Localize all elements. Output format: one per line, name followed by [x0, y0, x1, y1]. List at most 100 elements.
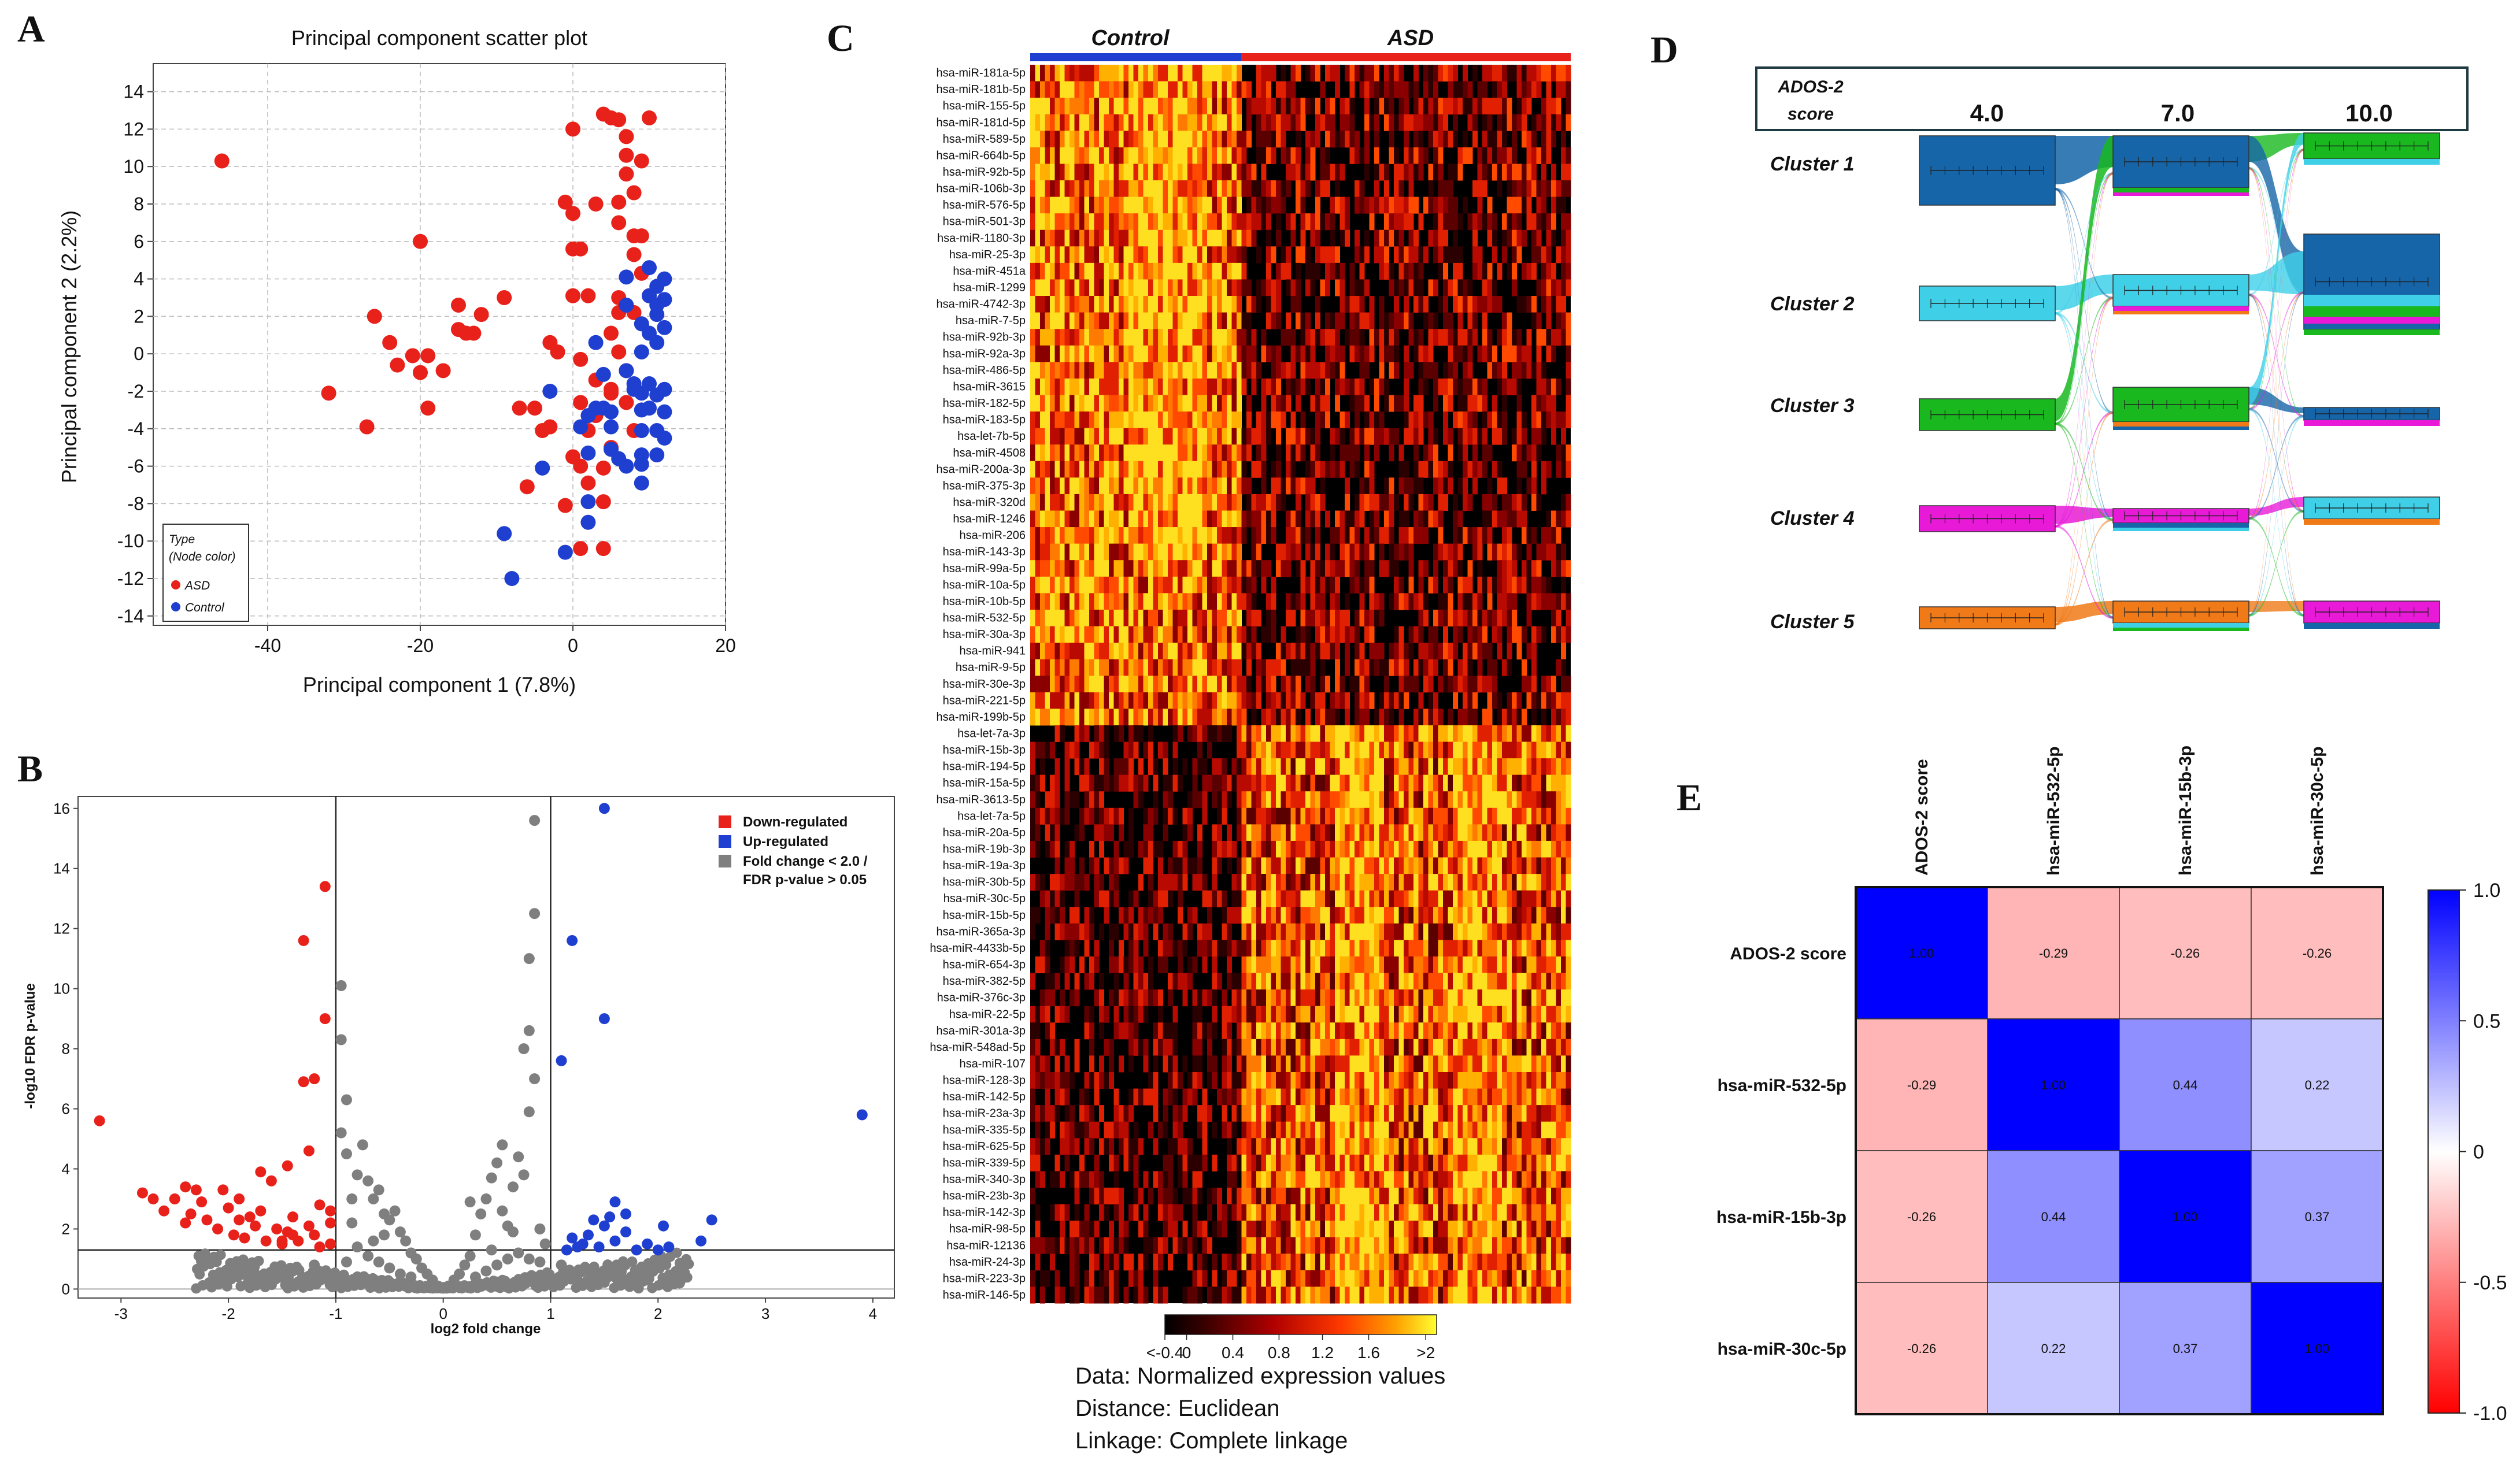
heatmap-cell: [1133, 510, 1139, 528]
heatmap-cell: [1467, 807, 1473, 825]
heatmap-cell: [1227, 444, 1232, 462]
heatmap-cell: [1487, 329, 1493, 346]
heatmap-cell: [1079, 279, 1085, 296]
heatmap-cell: [1172, 725, 1178, 743]
heatmap-cell: [1428, 461, 1434, 478]
heatmap-cell: [1374, 164, 1379, 181]
heatmap-cell: [1079, 807, 1085, 825]
heatmap-cell: [1040, 98, 1045, 115]
heatmap-cell: [1054, 676, 1060, 693]
heatmap-cell: [1286, 543, 1291, 561]
heatmap-cell: [1187, 131, 1193, 148]
heatmap-cell: [1310, 543, 1316, 561]
heatmap-cell: [1443, 774, 1448, 792]
heatmap-cell: [1310, 395, 1316, 412]
asd-point: [611, 344, 627, 359]
heatmap-cell: [1222, 147, 1227, 164]
heatmap-cell: [1148, 196, 1153, 214]
asd-point: [382, 335, 398, 350]
heatmap-cell: [1423, 609, 1429, 626]
heatmap-cell: [1541, 576, 1546, 594]
heatmap-cell: [1109, 824, 1114, 841]
heatmap-cell: [1070, 791, 1075, 809]
heatmap-cell: [1104, 329, 1109, 346]
heatmap-cell: [1389, 428, 1394, 445]
heatmap-cell: [1143, 444, 1149, 462]
heatmap-cell: [1281, 725, 1286, 743]
heatmap-cell: [1178, 576, 1183, 594]
heatmap-cell: [1566, 510, 1571, 528]
heatmap-cell: [1241, 725, 1247, 743]
heatmap-cell: [1163, 791, 1168, 809]
heatmap-cell: [1123, 180, 1129, 198]
heatmap-cell: [1369, 477, 1375, 495]
heatmap-cell: [1050, 229, 1055, 247]
heatmap-cell: [1231, 279, 1237, 296]
heatmap-cell: [1094, 444, 1100, 462]
heatmap-cell: [1153, 428, 1159, 445]
heatmap-cell: [1172, 114, 1178, 131]
heatmap-cell: [1256, 81, 1261, 98]
heatmap-cell: [1099, 709, 1104, 726]
heatmap-cell: [1113, 131, 1119, 148]
heatmap-cell: [1428, 659, 1434, 676]
heatmap-cell: [1379, 791, 1385, 809]
heatmap-cell: [1433, 774, 1438, 792]
heatmap-cell: [1345, 807, 1350, 825]
heatmap-cell: [1325, 791, 1330, 809]
heatmap-cell: [1054, 461, 1060, 478]
heatmap-cell: [1074, 98, 1080, 115]
heatmap-cell: [1054, 609, 1060, 626]
heatmap-cell: [1202, 510, 1208, 528]
heatmap-cell: [1507, 709, 1512, 726]
heatmap-cell: [1207, 428, 1212, 445]
heatmap-cell: [1251, 229, 1257, 247]
heatmap-cell: [1168, 609, 1173, 626]
control-point: [619, 458, 634, 474]
heatmap-cell: [1516, 741, 1522, 759]
heatmap-cell: [1433, 246, 1438, 264]
heatmap-cell: [1448, 709, 1453, 726]
heatmap-cell: [1477, 180, 1483, 198]
heatmap-cell: [1413, 758, 1419, 776]
heatmap-cell: [1187, 362, 1193, 379]
heatmap-cell: [1212, 444, 1218, 462]
heatmap-cell: [1212, 609, 1218, 626]
down-point: [212, 1223, 224, 1234]
heatmap-cell: [1482, 98, 1487, 115]
heatmap-cell: [1212, 114, 1218, 131]
heatmap-cell: [1231, 527, 1237, 544]
heatmap-cell: [1305, 643, 1311, 660]
legend-label-asd: ASD: [184, 579, 210, 592]
up-point: [695, 1235, 707, 1247]
heatmap-cell: [1045, 81, 1050, 98]
heatmap-cell: [1168, 659, 1173, 676]
y-axis-label-b: -log10 FDR p-value: [23, 983, 38, 1108]
heatmap-cell: [1246, 494, 1252, 511]
heatmap-cell: [1398, 229, 1404, 247]
heatmap-cell: [1138, 131, 1144, 148]
heatmap-cell: [1408, 428, 1414, 445]
heatmap-cell: [1384, 81, 1389, 98]
heatmap-cell: [1212, 659, 1218, 676]
heatmap-cell: [1364, 824, 1370, 841]
heatmap-cell: [1305, 98, 1311, 115]
heatmap-cell: [1482, 428, 1487, 445]
heatmap-cell: [1320, 279, 1326, 296]
heatmap-cell: [1064, 659, 1070, 676]
heatmap-cell: [1148, 593, 1153, 610]
heatmap-cell: [1241, 362, 1247, 379]
heatmap-cell: [1246, 510, 1252, 528]
ns-point: [518, 1169, 530, 1181]
heatmap-cell: [1271, 131, 1276, 148]
heatmap-cell: [1064, 791, 1070, 809]
heatmap-cell: [1408, 411, 1414, 429]
ns-point: [276, 1265, 288, 1277]
heatmap-cell: [1070, 213, 1075, 231]
heatmap-cell: [1359, 246, 1365, 264]
heatmap-cell: [1054, 510, 1060, 528]
heatmap-cell: [1556, 758, 1561, 776]
heatmap-cell: [1531, 395, 1537, 412]
heatmap-cell: [1237, 81, 1242, 98]
heatmap-cell: [1119, 774, 1124, 792]
